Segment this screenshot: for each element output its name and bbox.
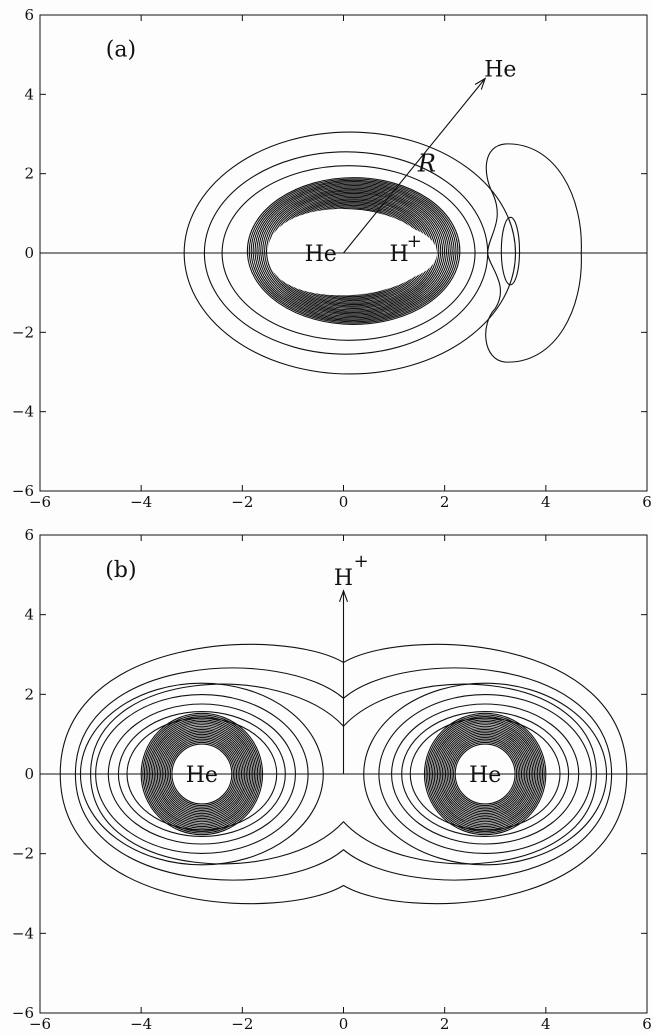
y-tick-label: −2 [12, 323, 34, 341]
panel-label: (a) [106, 38, 136, 63]
x-tick-label: 6 [642, 493, 652, 511]
arrow-target-label: He [484, 57, 516, 82]
y-tick-label: 4 [24, 606, 34, 624]
charge-label: + [407, 231, 422, 252]
y-tick-label: 4 [24, 85, 34, 103]
y-tick-label: 6 [24, 6, 34, 24]
x-tick-label: 6 [642, 1015, 652, 1030]
y-tick-label: −6 [12, 1004, 34, 1022]
y-tick-label: 2 [24, 685, 34, 703]
x-tick-label: 2 [440, 1015, 450, 1030]
y-tick-label: −4 [12, 403, 34, 421]
panel-a: −6−4−20246−6−4−20246(a)HeRHeH+ [12, 6, 652, 511]
x-tick-label: −4 [130, 1015, 152, 1030]
x-tick-label: 4 [541, 1015, 551, 1030]
x-tick-label: 0 [339, 493, 349, 511]
x-tick-label: −2 [231, 1015, 253, 1030]
y-tick-label: 0 [24, 244, 34, 262]
panel-label: (b) [105, 558, 136, 583]
atom-label: He [186, 763, 218, 788]
charge-label: + [354, 551, 369, 572]
x-tick-label: −2 [231, 493, 253, 511]
contour-line [501, 217, 519, 284]
y-tick-label: 6 [24, 526, 34, 544]
y-tick-label: −6 [12, 482, 34, 500]
x-tick-label: −4 [130, 493, 152, 511]
y-tick-label: −2 [12, 845, 34, 863]
atom-label: He [305, 242, 337, 267]
y-tick-label: −4 [12, 924, 34, 942]
x-tick-label: 2 [440, 493, 450, 511]
y-tick-label: 2 [24, 165, 34, 183]
x-tick-label: 0 [339, 1015, 349, 1030]
arrow-target-label: H [334, 566, 353, 591]
y-tick-label: 0 [24, 765, 34, 783]
panel-b: −6−4−20246−6−4−20246(b)H+HeHe [12, 526, 652, 1030]
distance-label: R [417, 150, 436, 178]
atom-label: He [469, 763, 501, 788]
x-tick-label: 4 [541, 493, 551, 511]
